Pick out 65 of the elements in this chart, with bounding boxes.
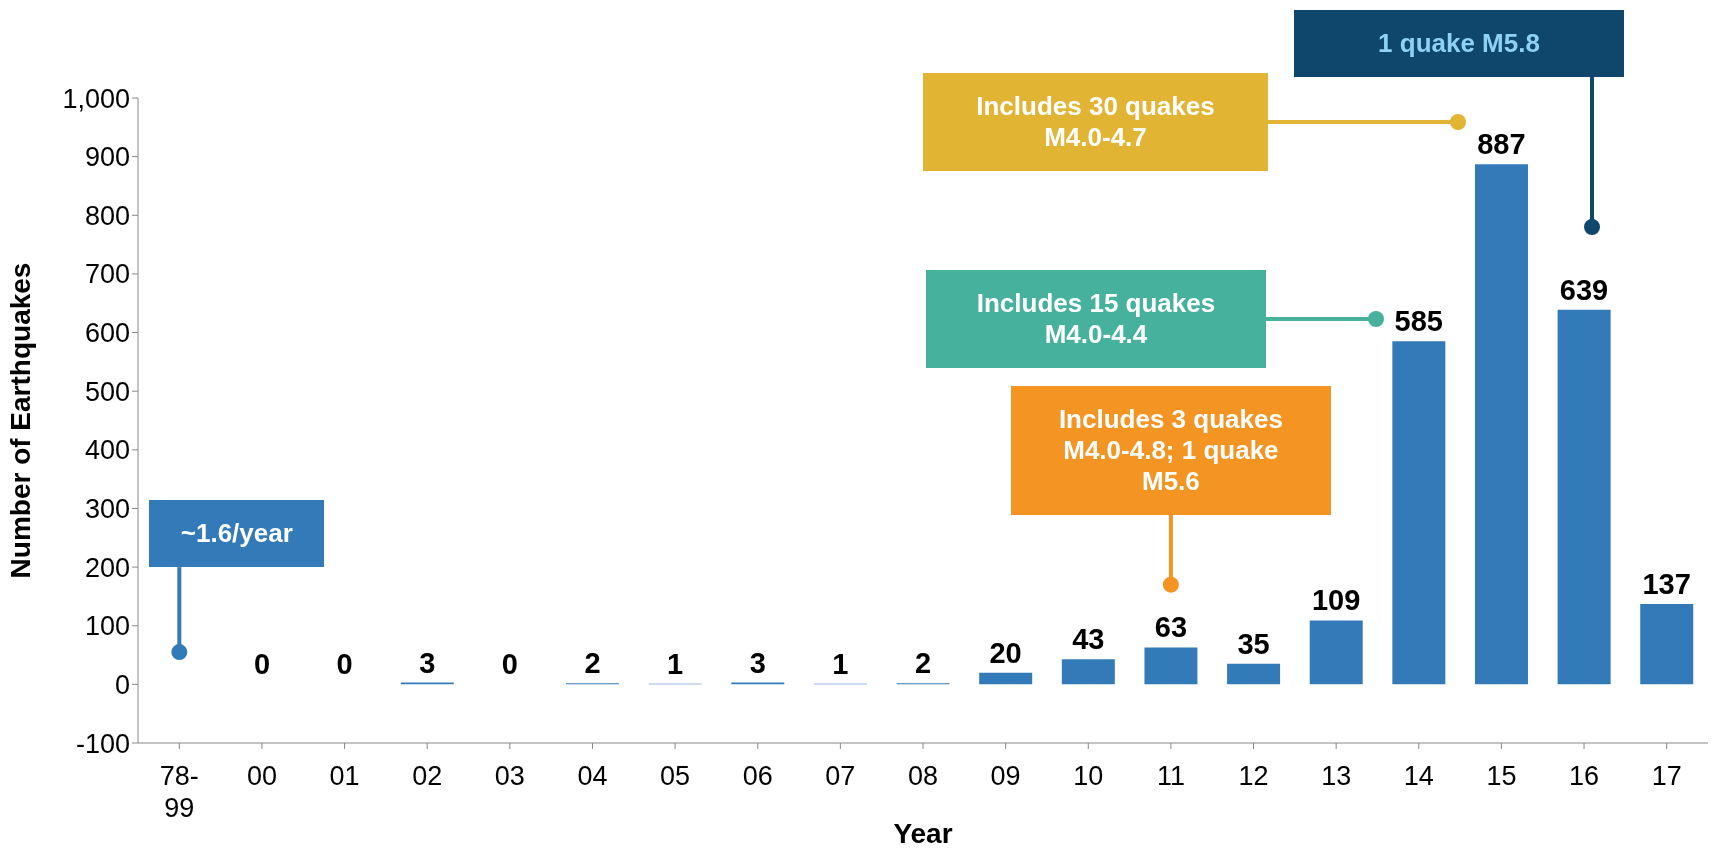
data-label: 109 [1311, 584, 1361, 617]
data-label: 0 [501, 648, 518, 681]
data-label: 1 [667, 647, 684, 680]
bar [1557, 309, 1611, 685]
x-tick-label: 11 [1156, 761, 1185, 791]
x-tick-label: 00 [246, 761, 277, 791]
data-label: 2 [914, 647, 932, 680]
callout-box: Includes 3 quakes M4.0-4.8; 1 quake M5.6 [1010, 385, 1331, 515]
callout-box: Includes 30 quakes M4.0-4.7 [923, 73, 1268, 171]
y-tick-label: 0 [114, 669, 130, 700]
x-tick-label: 08 [907, 761, 939, 791]
y-axis-title: Number of Earthquakes [4, 262, 36, 579]
data-label: 0 [253, 648, 271, 681]
data-label: 1 [832, 647, 849, 680]
x-tick-label: 17 [1651, 761, 1682, 791]
callout-box: Includes 15 quakes M4.0-4.4 [926, 270, 1266, 368]
y-tick-label: 600 [84, 318, 130, 349]
data-label: 639 [1559, 273, 1609, 306]
data-label: 35 [1237, 627, 1270, 660]
y-tick-label: 100 [84, 611, 130, 642]
y-tick-label: 200 [84, 552, 130, 583]
data-label: 63 [1154, 611, 1188, 644]
bar [1392, 341, 1446, 685]
x-tick-label: 03 [494, 761, 525, 791]
y-tick-label: 800 [84, 200, 130, 231]
y-tick-label: 400 [84, 435, 130, 466]
x-tick-label: 02 [412, 761, 443, 791]
x-tick-label: 04 [577, 761, 608, 791]
bar [1144, 647, 1198, 685]
y-tick-label: -100 [75, 728, 130, 759]
bar [1474, 164, 1528, 685]
x-tick-label: 05 [660, 761, 691, 791]
x-tick-label: 13 [1321, 761, 1352, 791]
bar [1640, 604, 1694, 685]
y-tick-label: 300 [84, 494, 130, 525]
y-tick-label: 500 [84, 376, 130, 407]
x-tick-label: 14 [1403, 761, 1434, 791]
data-label: 3 [749, 646, 766, 679]
data-label: 3 [419, 646, 436, 679]
data-label: 43 [1072, 623, 1105, 656]
x-tick-label: 10 [1073, 761, 1104, 791]
data-label: 2 [584, 647, 601, 680]
bar [979, 672, 1033, 685]
bar [1227, 663, 1281, 685]
x-tick-label: 07 [825, 761, 856, 791]
y-tick-label: 700 [84, 259, 130, 290]
data-label: 0 [336, 648, 353, 681]
x-tick-label: 15 [1486, 761, 1517, 791]
data-label: 137 [1642, 568, 1691, 601]
x-axis-title: Year [893, 818, 953, 849]
x-tick-label: 12 [1238, 761, 1269, 791]
y-tick-label: 1,000 [62, 83, 130, 114]
x-tick-label: 78- 99 [159, 761, 199, 823]
bar [1309, 620, 1363, 685]
data-label: 887 [1477, 128, 1526, 161]
callout-box: 1 quake M5.8 [1294, 10, 1624, 77]
x-tick-label: 06 [742, 761, 773, 791]
callout-box: ~1.6/year [149, 500, 325, 568]
y-tick-label: 900 [84, 142, 130, 173]
bar [1061, 659, 1115, 685]
x-tick-label: 01 [329, 761, 360, 791]
data-label: 585 [1394, 305, 1443, 338]
data-label: 20 [989, 636, 1022, 669]
x-tick-label: 09 [990, 761, 1021, 791]
x-tick-label: 16 [1569, 761, 1600, 791]
